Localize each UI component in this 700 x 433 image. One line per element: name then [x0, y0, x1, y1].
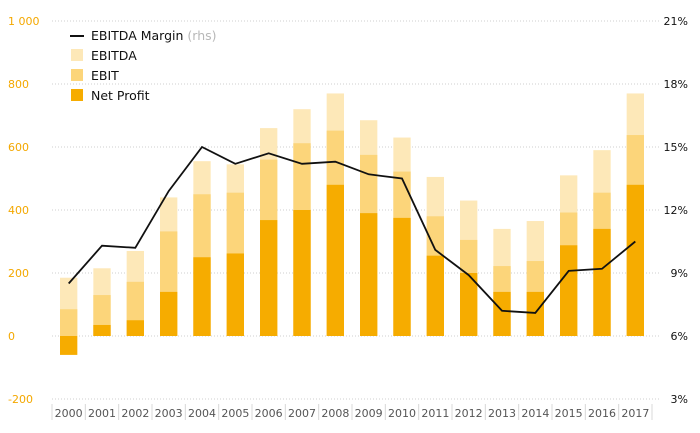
legend-swatch-ebitda [71, 49, 83, 61]
right-axis-ticks: 3% 6% 9% 12% 15% 18% 21% [664, 15, 688, 406]
x-tick-label: 2005 [221, 407, 249, 420]
bar-net-profit-2006 [260, 220, 278, 336]
y-right-tick-label: 18% [664, 78, 688, 91]
y-right-tick-label: 12% [664, 204, 688, 217]
legend-swatch-ebit [71, 69, 83, 81]
bar-net-profit-2017 [626, 184, 644, 336]
legend: EBITDA Margin (rhs) EBITDA EBIT Net Prof… [70, 28, 217, 103]
y-right-tick-label: 9% [671, 267, 688, 280]
bar-ebit-2000 [60, 309, 78, 336]
y-left-tick-label: -200 [8, 393, 33, 406]
bar-net-profit-2012 [460, 273, 478, 336]
bar-net-profit-2003 [160, 291, 178, 336]
x-tick-label: 2002 [121, 407, 149, 420]
margin-line-layer [68, 145, 636, 314]
x-tick-label: 2017 [621, 407, 649, 420]
y-left-tick-label: 800 [8, 78, 29, 91]
bar-net-profit-2011 [426, 255, 444, 336]
legend-label-net-profit: Net Profit [91, 88, 150, 103]
y-left-tick-label: 600 [8, 141, 29, 154]
x-tick-label: 2016 [588, 407, 616, 420]
bar-net-profit-2001 [93, 324, 111, 336]
legend-label-ebitda: EBITDA [91, 48, 137, 63]
x-tick-label: 2007 [288, 407, 316, 420]
bar-net-profit-2016 [593, 228, 611, 336]
y-right-tick-label: 3% [671, 393, 688, 406]
bar-net-profit-2008 [326, 184, 344, 336]
x-tick-label: 2006 [255, 407, 283, 420]
y-left-tick-label: 400 [8, 204, 29, 217]
x-tick-label: 2012 [455, 407, 483, 420]
bar-net-profit-2009 [360, 213, 378, 336]
legend-label-ebit: EBIT [91, 68, 119, 83]
x-tick-label: 2009 [355, 407, 383, 420]
x-axis: 2000 2001 2002 2003 2004 2005 2006 2007 2008 2009… [51, 404, 653, 420]
x-tick-label: 2008 [321, 407, 349, 420]
y-left-tick-label: 0 [8, 330, 15, 343]
x-tick-label: 2015 [555, 407, 583, 420]
y-left-tick-label: 200 [8, 267, 29, 280]
x-tick-label: 2010 [388, 407, 416, 420]
y-left-tick-label: 1 000 [8, 15, 40, 28]
line-ebitda-margin [68, 145, 636, 314]
bar-net-profit-2007 [293, 210, 311, 336]
y-right-tick-label: 15% [664, 141, 688, 154]
y-right-tick-label: 21% [664, 15, 688, 28]
bar-net-profit-2013 [493, 291, 511, 336]
y-right-tick-label: 6% [671, 330, 688, 343]
x-tick-label: 2011 [421, 407, 449, 420]
bar-net-profit-2005 [226, 253, 244, 336]
x-tick-label: 2003 [155, 407, 183, 420]
bar-net-profit-2000 [60, 336, 78, 355]
x-tick-label: 2014 [521, 407, 549, 420]
bar-net-profit-2014 [526, 291, 544, 336]
bar-net-profit-2015 [560, 245, 578, 336]
gridlines [52, 20, 660, 400]
x-tick-label: 2013 [488, 407, 516, 420]
legend-label-ebitda-margin: EBITDA Margin (rhs) [91, 28, 217, 43]
bar-net-profit-2010 [393, 217, 411, 336]
x-tick-label: 2000 [55, 407, 83, 420]
x-tick-label: 2001 [88, 407, 116, 420]
x-tick-label: 2004 [188, 407, 216, 420]
bar-net-profit-2004 [193, 257, 211, 336]
left-axis-ticks: -200 0 200 400 600 800 1 000 [8, 15, 40, 406]
legend-swatch-net-profit [71, 89, 83, 101]
bar-net-profit-2002 [126, 320, 144, 336]
bars-layer [60, 93, 644, 355]
